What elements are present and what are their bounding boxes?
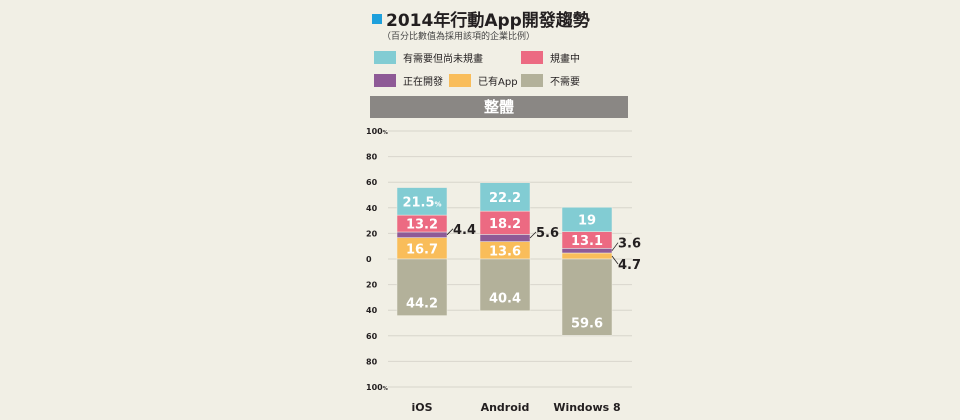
legend-swatch — [449, 74, 471, 87]
data-label: 13.6 — [489, 244, 521, 259]
x-tick-label: Windows 8 — [553, 401, 620, 414]
leader-line — [529, 231, 537, 239]
section-banner: 整體 — [370, 96, 628, 118]
data-label: 22.2 — [489, 191, 521, 206]
bar-segment — [396, 187, 448, 216]
bar-segment — [561, 207, 613, 232]
chart-title: 2014年行動App開發趨勢 — [372, 6, 590, 31]
bar-segment — [561, 258, 613, 336]
y-tick-label: 60 — [366, 332, 378, 341]
bar-segment — [561, 248, 613, 254]
legend-label: 不需要 — [550, 77, 580, 88]
y-tick-label: 80 — [366, 153, 378, 162]
y-tick-label: 20 — [366, 229, 378, 238]
leader-line — [446, 228, 454, 236]
legend-label: 有需要但尚未規畫 — [403, 54, 483, 65]
leader-line — [611, 242, 619, 251]
legend-label: 正在開發 — [403, 77, 443, 88]
legend-swatch — [374, 74, 396, 87]
bar-segment — [396, 258, 448, 316]
data-label: 16.7 — [406, 242, 438, 257]
x-tick-label: iOS — [411, 401, 432, 414]
title-square-icon — [372, 13, 382, 24]
data-label: 19 — [578, 213, 596, 228]
data-label: 4.4 — [453, 223, 476, 238]
chart-subtitle: （百分比數值為採用該項的企業比例） — [382, 32, 536, 42]
data-label: 5.6 — [536, 226, 559, 241]
y-tick-label: 100% — [366, 127, 388, 136]
y-tick-label: 40 — [366, 204, 378, 213]
legend-item: 已有App — [449, 73, 518, 88]
legend-item: 規畫中 — [521, 50, 580, 65]
data-label: 59.6 — [571, 316, 603, 331]
bar-segment — [479, 234, 531, 242]
data-label: 40.4 — [489, 292, 521, 307]
legend-item: 不需要 — [521, 73, 580, 88]
data-label: 44.2 — [406, 297, 438, 312]
y-tick-label: 60 — [366, 178, 378, 187]
legend-label: 規畫中 — [550, 54, 580, 65]
bar-segment — [479, 182, 531, 212]
data-label: 3.6 — [618, 237, 641, 252]
leader-line — [611, 255, 619, 265]
bar-segment — [561, 252, 613, 260]
legend-item: 有需要但尚未規畫 — [374, 50, 483, 65]
legend-swatch — [521, 51, 543, 64]
data-label: 21.5% — [402, 195, 441, 210]
data-label: 4.7 — [618, 258, 641, 273]
x-tick-label: Android — [481, 401, 530, 414]
legend-label: 已有App — [478, 77, 518, 88]
y-tick-label: 100% — [366, 383, 388, 392]
data-label: 13.1 — [571, 234, 603, 249]
title-text: 2014年行動App開發趨勢 — [386, 11, 590, 31]
y-tick-label: 40 — [366, 306, 378, 315]
bar-segment — [479, 258, 531, 311]
legend-item: 正在開發 — [374, 73, 443, 88]
legend-swatch — [374, 51, 396, 64]
y-tick-label: 0 — [366, 255, 372, 264]
bar-segment — [396, 231, 448, 238]
data-label: 18.2 — [489, 217, 521, 232]
legend-swatch — [521, 74, 543, 87]
y-tick-label: 80 — [366, 357, 378, 366]
data-label: 13.2 — [406, 218, 438, 233]
y-tick-label: 20 — [366, 281, 378, 290]
